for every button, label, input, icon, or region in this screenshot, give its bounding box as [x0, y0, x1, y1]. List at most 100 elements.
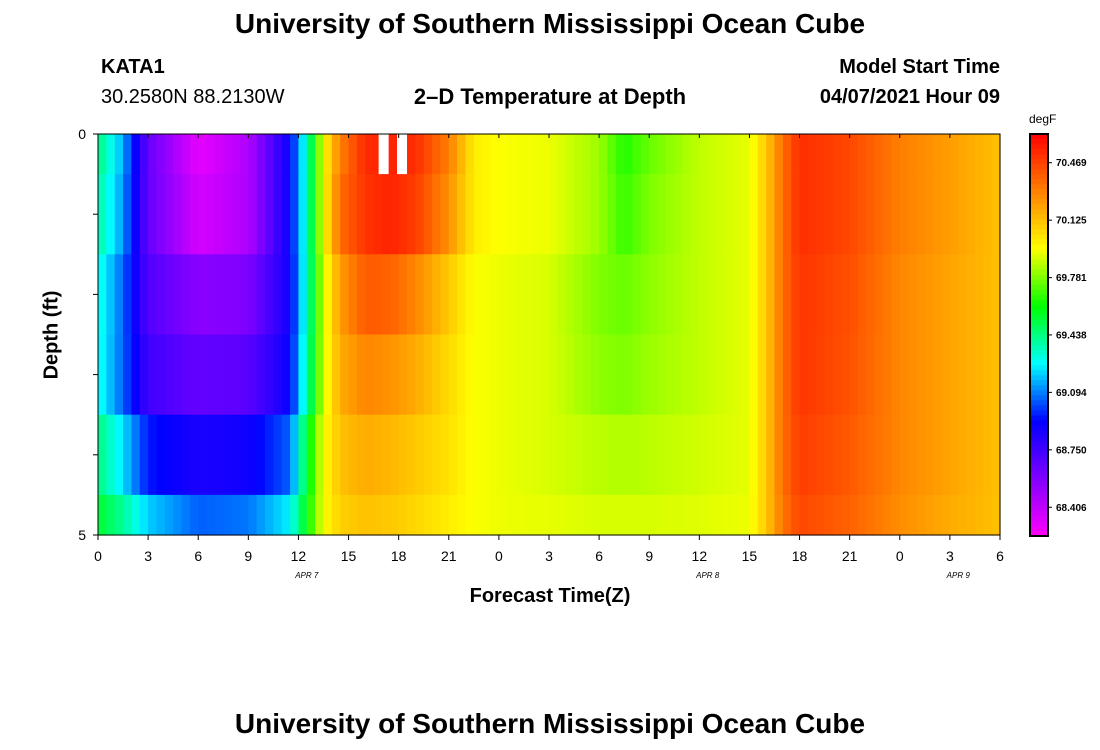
heatmap-cell: [214, 174, 224, 255]
heatmap-cell: [248, 134, 258, 175]
heatmap-cell: [198, 414, 208, 496]
heatmap-cell: [883, 334, 893, 416]
colorbar-segment: [1030, 400, 1048, 406]
heatmap-cell: [791, 414, 801, 496]
heatmap-cell: [891, 334, 901, 416]
heatmap-cell: [239, 494, 249, 536]
heatmap-cell: [281, 334, 291, 416]
heatmap-cell: [306, 334, 316, 416]
heatmap-cell: [724, 414, 734, 496]
heatmap-cell: [98, 334, 107, 416]
heatmap-cell: [782, 134, 792, 175]
heatmap-cell: [148, 134, 158, 175]
heatmap-cell: [415, 494, 425, 536]
heatmap-cell: [523, 414, 533, 496]
heatmap-cell: [599, 334, 609, 416]
heatmap-cell: [749, 254, 759, 336]
colorbar-segment: [1030, 470, 1048, 477]
heatmap-cell: [281, 174, 291, 255]
heatmap-cell: [741, 414, 751, 496]
heatmap-cell: [816, 414, 826, 496]
colorbar-segment: [1030, 425, 1048, 432]
heatmap-cell: [189, 254, 199, 336]
colorbar-segment: [1030, 445, 1048, 452]
heatmap-cell: [290, 414, 300, 496]
heatmap-cell: [98, 494, 107, 536]
colorbar-segment: [1030, 184, 1048, 190]
heatmap-cell: [774, 254, 784, 336]
model-start-label: Model Start Time: [839, 56, 1000, 78]
heatmap-cell: [131, 414, 141, 496]
heatmap-cell: [198, 174, 208, 255]
heatmap-cell: [315, 494, 325, 536]
heatmap-cell: [557, 494, 567, 536]
heatmap-cell: [574, 254, 584, 336]
heatmap-cell: [457, 414, 467, 496]
heatmap-cell: [615, 174, 625, 255]
heatmap-cell: [106, 174, 116, 255]
heatmap-cell: [540, 414, 550, 496]
heatmap-cell: [941, 334, 951, 416]
heatmap-cell: [473, 254, 483, 336]
heatmap-cell: [223, 334, 233, 416]
heatmap-cell: [699, 134, 709, 175]
heatmap-cell: [106, 494, 116, 536]
heatmap-cell: [883, 254, 893, 336]
heatmap-cell: [657, 414, 667, 496]
heatmap-cell: [398, 254, 408, 336]
heatmap-cell: [507, 334, 517, 416]
date-label: APR 9: [946, 571, 971, 580]
colorbar-segment: [1030, 460, 1048, 467]
heatmap-cell: [281, 414, 291, 496]
heatmap-cell: [791, 134, 801, 175]
heatmap-cell: [223, 174, 233, 255]
colorbar-segment: [1030, 179, 1048, 185]
heatmap-cell: [983, 254, 993, 336]
heatmap-cell: [974, 174, 984, 255]
colorbar: 70.469 70.125 69.781 69.438 69.094 68.750 68.4…: [1029, 133, 1087, 537]
heatmap-cell: [523, 494, 533, 536]
heatmap-cell: [674, 334, 684, 416]
heatmap-cell: [340, 174, 350, 255]
heatmap-cell: [958, 414, 968, 496]
heatmap-cell: [883, 494, 893, 536]
heatmap-cell: [732, 414, 742, 496]
x-tick-label: 12: [291, 548, 307, 564]
heatmap-cell: [231, 334, 241, 416]
heatmap-cell: [916, 334, 926, 416]
heatmap-cell: [532, 414, 542, 496]
heatmap-cell: [816, 254, 826, 336]
heatmap-cell: [490, 174, 500, 255]
heatmap-cell: [498, 494, 508, 536]
heatmap-cell: [682, 134, 692, 175]
heatmap-cell: [916, 414, 926, 496]
colorbar-segment: [1030, 269, 1048, 276]
heatmap-cell: [799, 414, 809, 496]
heatmap-cell: [657, 134, 667, 175]
heatmap-cell: [482, 334, 492, 416]
colorbar-segment: [1030, 510, 1048, 517]
heatmap-cell: [674, 174, 684, 255]
heatmap-cell: [933, 254, 943, 336]
heatmap-cell: [164, 134, 174, 175]
heatmap-cell: [607, 494, 617, 536]
colorbar-segment: [1030, 299, 1048, 306]
heatmap-cell: [615, 254, 625, 336]
date-label: APR 8: [695, 571, 720, 580]
heatmap-cell: [148, 174, 158, 255]
heatmap-cell: [933, 414, 943, 496]
heatmap-cell: [440, 414, 450, 496]
heatmap-cell: [381, 254, 391, 336]
heatmap-cell: [473, 494, 483, 536]
x-tick-label: 15: [341, 548, 357, 564]
heatmap-cell: [991, 414, 1001, 496]
heatmap-cell: [482, 414, 492, 496]
heatmap-cell: [849, 414, 859, 496]
heatmap-cell: [749, 134, 759, 175]
heatmap-cell: [340, 134, 350, 175]
heatmap-cell: [582, 174, 592, 255]
heatmap-cell: [348, 494, 358, 536]
heatmap-cell: [206, 174, 216, 255]
heatmap-cell: [665, 414, 675, 496]
heatmap-cell: [214, 254, 224, 336]
